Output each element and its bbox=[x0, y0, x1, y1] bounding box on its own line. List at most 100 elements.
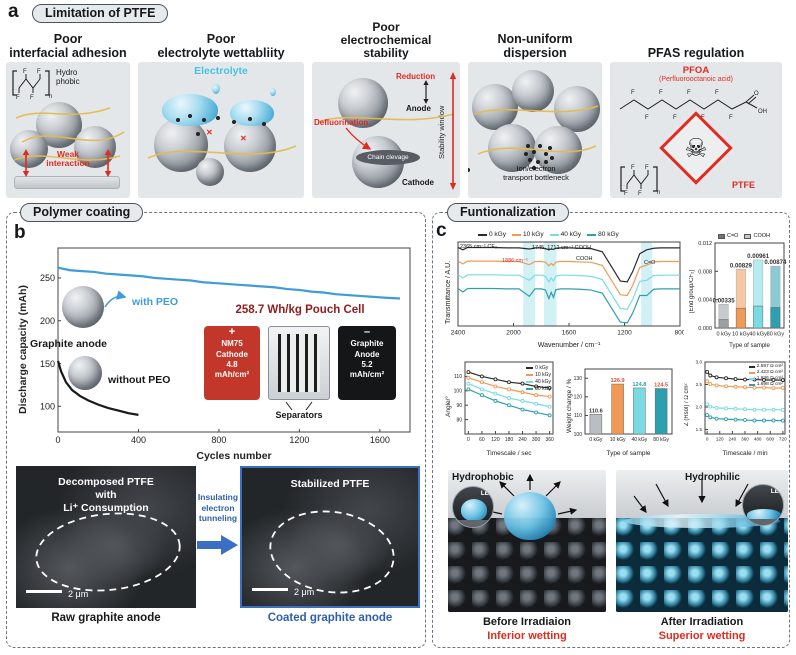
svg-text:90: 90 bbox=[456, 403, 462, 409]
hydrophobic-label: Hydrophobic bbox=[452, 472, 514, 483]
svg-text:80 kGy: 80 kGy bbox=[653, 437, 669, 443]
contact-angle-inset-after: LE bbox=[742, 484, 784, 526]
n-subscript: n bbox=[657, 190, 660, 196]
panel-c-title-pill: Funtionalization bbox=[447, 203, 569, 222]
le-label: LE bbox=[480, 490, 489, 497]
resistance-xlabel: Timescale / min bbox=[722, 450, 768, 457]
fluorine-label: F bbox=[645, 115, 649, 120]
svg-text:800: 800 bbox=[211, 435, 226, 445]
legend-label: 1.936 Ω cm² bbox=[756, 376, 783, 381]
defluorination-label: Defluorination bbox=[314, 118, 369, 127]
limitation-col-dispersion: Non-uniform dispersion Ion/ele bbox=[468, 22, 602, 198]
tunneling-line2: electron bbox=[201, 502, 235, 513]
svg-text:100: 100 bbox=[454, 389, 463, 395]
anode-box: – Graphite Anode 5.2 mAh/cm² bbox=[338, 326, 396, 400]
legend-item: 10 kGy bbox=[511, 231, 544, 238]
weight-ylabel: Weight change / % bbox=[566, 378, 573, 434]
sem-coated-caption: Coated graphite anode bbox=[267, 612, 393, 624]
separators-label: Separators bbox=[275, 410, 323, 420]
legend-swatch bbox=[511, 233, 521, 236]
svg-text:250: 250 bbox=[40, 273, 55, 283]
legend-label: 0 kGy bbox=[489, 231, 506, 238]
separator-pointer-lines bbox=[285, 401, 313, 411]
legend-label: 2.597 Ω cm² bbox=[756, 364, 783, 369]
legend-label: C=O bbox=[727, 233, 739, 239]
legend-swatch bbox=[549, 233, 559, 236]
svg-text:1200: 1200 bbox=[617, 330, 632, 337]
col3-heading-line1: Poor bbox=[372, 20, 400, 35]
legend-swatch bbox=[748, 383, 755, 386]
ptfe-particle bbox=[224, 120, 276, 172]
legend-swatch bbox=[526, 381, 534, 383]
legend-label: 1.698 Ω cm² bbox=[756, 382, 783, 387]
minus-sign: – bbox=[363, 326, 371, 338]
chain-cleavage-label: Chain clevage bbox=[356, 150, 420, 165]
ptfe-structure: F F F F n bbox=[12, 69, 52, 100]
panel-a-letter: a bbox=[8, 1, 19, 22]
ptfe-label: PTFE bbox=[732, 180, 756, 190]
angle-chart: 80 90 100 110 0 60 120 180 240 300 360 Angle/° Tim… bbox=[444, 356, 558, 458]
oxygen-label: O bbox=[754, 91, 759, 97]
wetted-sphere-stack bbox=[616, 518, 788, 612]
weight-chart: 100 110 120 130 110.6 0 kGy 126.9 10 kGy 124.8 40… bbox=[565, 356, 677, 458]
svg-text:120: 120 bbox=[716, 437, 724, 442]
col5-card: PFOA (Perfluorooctanoic acid) O OH F F F… bbox=[610, 62, 782, 198]
svg-text:120: 120 bbox=[574, 395, 583, 401]
inset-droplet bbox=[747, 509, 781, 520]
graphite-anode-label: Graphite anode bbox=[30, 338, 108, 350]
fluorine-label: F bbox=[30, 95, 34, 100]
electrolyte-droplet bbox=[162, 94, 218, 126]
svg-text:0: 0 bbox=[55, 435, 60, 445]
svg-text:1600: 1600 bbox=[562, 330, 577, 337]
electrolyte-droplet bbox=[212, 84, 220, 94]
wetting-after-render: Hydrophilic LE bbox=[616, 470, 788, 612]
spread-electrolyte-film bbox=[624, 514, 780, 528]
svg-text:1.5: 1.5 bbox=[696, 427, 703, 432]
inward-arrows bbox=[633, 478, 749, 513]
svg-text:2400: 2400 bbox=[451, 330, 466, 337]
svg-text:400: 400 bbox=[131, 435, 146, 445]
sem-raw-label-line1: Decomposed PTFE bbox=[58, 476, 154, 488]
binder-fibers bbox=[13, 107, 125, 161]
panel-b-letter: b bbox=[14, 222, 26, 243]
cathode-label: Cathode bbox=[402, 178, 434, 187]
pouch-title: 258.7 Wh/kg Pouch Cell bbox=[235, 304, 365, 316]
bottleneck-label: Ion/electron transport bottleneck bbox=[474, 164, 598, 182]
legend-label: 80 kGy bbox=[535, 386, 551, 392]
svg-text:0.00335: 0.00335 bbox=[713, 297, 736, 304]
fluorine-label: F bbox=[23, 69, 27, 75]
col1-heading: Poor interfacial adhesion bbox=[6, 22, 130, 62]
inferior-wetting-caption: Inferior wetting bbox=[487, 630, 567, 642]
legend-label: COOH bbox=[753, 233, 770, 239]
col3-heading-line2: electrochemical bbox=[340, 33, 432, 48]
svg-text:0.000: 0.000 bbox=[698, 326, 712, 332]
svg-text:0.008: 0.008 bbox=[698, 269, 712, 275]
svg-text:0.00874: 0.00874 bbox=[764, 259, 787, 266]
graphite-sphere-stack bbox=[448, 518, 606, 612]
ftir-ylabel: Transmittance / A.U. bbox=[445, 260, 452, 324]
svg-text:1600: 1600 bbox=[370, 435, 390, 445]
limitation-col-adhesion: Poor interfacial adhesion F bbox=[6, 22, 130, 198]
anode-line2: Anode bbox=[354, 349, 380, 359]
anode-line3: 5.2 bbox=[361, 359, 373, 369]
reduction-label: Reduction bbox=[396, 72, 436, 81]
scale-bar bbox=[26, 590, 62, 593]
svg-text:200: 200 bbox=[40, 316, 55, 326]
svg-text:80: 80 bbox=[456, 417, 462, 423]
electrolyte-droplet bbox=[270, 88, 276, 96]
legend-item: COOH bbox=[744, 233, 770, 239]
ftir-annotation-co: C=O bbox=[644, 260, 656, 266]
plus-sign: + bbox=[228, 326, 236, 338]
sem-raw-image: Decomposed PTFE with Li⁺ Consumption 2 μ… bbox=[16, 466, 196, 608]
svg-text:2000: 2000 bbox=[506, 330, 521, 337]
svg-text:0 kGy: 0 kGy bbox=[589, 437, 603, 443]
svg-text:720: 720 bbox=[779, 437, 787, 442]
hydroxyl-label: OH bbox=[758, 109, 767, 115]
cycling-plot: 100 150 200 250 0 400 800 1200 1600 bbox=[40, 247, 411, 445]
limitation-col-pfas: PFAS regulation PFOA (Perfluorooctanoic … bbox=[610, 22, 782, 198]
scale-label: 2 μm bbox=[68, 589, 89, 599]
col4-heading-line1: Non-uniform bbox=[497, 32, 573, 46]
ftir-xlabel: Wavenumber / cm⁻¹ bbox=[537, 342, 601, 349]
hydrophobic-note-line2: phobic bbox=[56, 77, 80, 87]
angle-ylabel: Angle/° bbox=[445, 395, 452, 417]
